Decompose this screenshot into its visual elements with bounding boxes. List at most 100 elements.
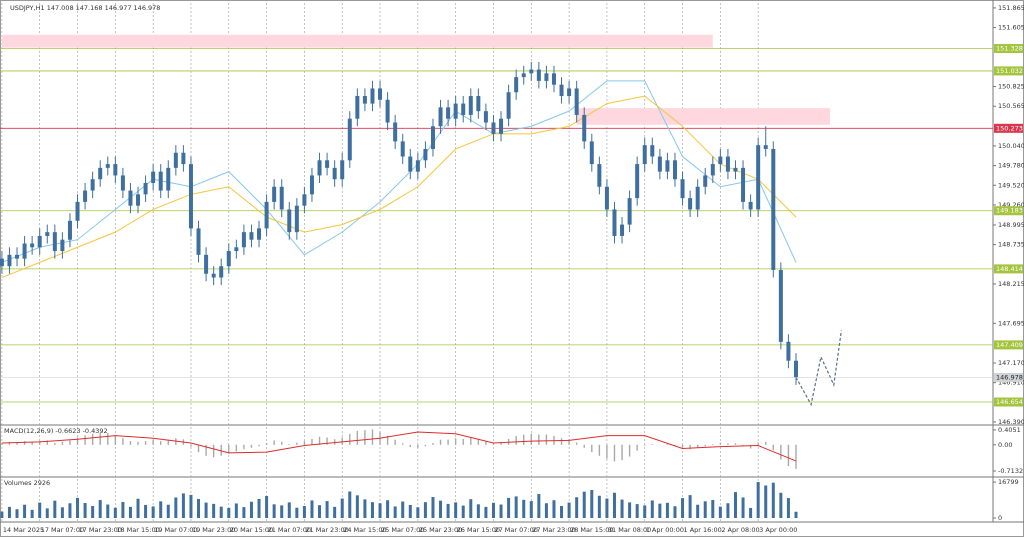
zone	[576, 108, 831, 125]
candle-body	[514, 77, 519, 93]
x-tick-label: 25 Mar 23:00	[419, 526, 462, 534]
candle-body	[574, 88, 579, 115]
volume-bar	[552, 500, 556, 518]
level-label-bg	[994, 44, 1023, 54]
candle-body	[453, 103, 458, 119]
candle-body	[309, 175, 314, 195]
volume-bar	[786, 498, 790, 518]
candle-body	[15, 254, 20, 259]
volume-bar	[779, 492, 783, 518]
candle-body	[136, 194, 141, 206]
volume-bar	[310, 500, 314, 518]
candle-body	[7, 254, 12, 267]
moving-average	[1, 80, 797, 263]
x-tick-label: 21 Mar 23:00	[305, 526, 348, 534]
volume-bar	[718, 506, 722, 518]
volume-bar	[340, 498, 344, 518]
candle-body	[166, 167, 171, 191]
volume-bar	[174, 497, 178, 518]
candle-body	[582, 114, 587, 142]
candle-body	[415, 160, 420, 172]
candle-body	[461, 103, 466, 115]
y-tick-label: 150.565	[998, 102, 1024, 110]
candle-body	[241, 232, 246, 248]
volume-bar	[439, 500, 443, 518]
candle-body	[400, 141, 405, 157]
candle-body	[158, 171, 163, 191]
level-label: 148.414	[996, 265, 1023, 273]
candle-body	[226, 251, 231, 267]
level-label-bg	[994, 66, 1023, 76]
last-price-label: 146.978	[996, 374, 1023, 382]
y-tick-label: 151.865	[998, 4, 1024, 12]
candle-body	[657, 156, 662, 172]
volume-bar	[23, 504, 27, 518]
candle-body	[627, 198, 632, 225]
y-tick-label: 147.695	[998, 319, 1024, 327]
candle-body	[264, 201, 269, 229]
volume-bar	[620, 499, 624, 518]
candle-body	[67, 220, 72, 240]
candle-body	[793, 360, 798, 378]
candle-body	[287, 209, 292, 233]
y-tick-label: 149.520	[998, 181, 1024, 189]
candle-body	[340, 160, 345, 180]
x-tick-label: 25 Mar 07:00	[381, 526, 424, 534]
candle-body	[559, 84, 564, 97]
volume-bar	[491, 502, 495, 518]
candle-body	[499, 118, 504, 134]
x-tick-label: 26 Mar 15:00	[457, 526, 500, 534]
candle-body	[30, 243, 35, 248]
candle-body	[113, 164, 118, 176]
y-tick-label: 146.390	[998, 418, 1024, 426]
volume-bar	[597, 495, 601, 518]
candle-body	[763, 145, 768, 149]
volume-bar	[688, 495, 692, 518]
level-label: 149.183	[996, 207, 1023, 215]
y-tick-label: 0.4051	[998, 426, 1021, 434]
volume-bar	[204, 502, 208, 518]
volume-bar	[605, 498, 609, 518]
volume-bar	[499, 504, 503, 518]
candle-body	[105, 164, 110, 168]
candle-body	[219, 266, 224, 278]
y-tick-label: 146.910	[998, 379, 1024, 387]
y-tick-label: 150.040	[998, 142, 1024, 150]
x-tick-label: 21 Mar 07:00	[268, 526, 311, 534]
candle-body	[650, 145, 655, 157]
candle-body	[604, 186, 609, 210]
candle-body	[385, 99, 390, 123]
volume-bar	[295, 507, 299, 518]
y-tick-label: 0.00	[998, 441, 1012, 449]
x-tick-label: 27 Mar 07:00	[494, 526, 537, 534]
volume-bar	[628, 502, 632, 518]
volume-bar	[121, 501, 125, 518]
candle-body	[665, 160, 670, 172]
volume-bar	[507, 497, 511, 518]
projection-line	[795, 330, 842, 407]
volume-bar	[128, 506, 132, 518]
candle-body	[483, 111, 488, 123]
candle-body	[302, 194, 307, 206]
candle-body	[370, 88, 375, 104]
x-tick-label: 18 Mar 15:00	[116, 526, 159, 534]
candle-body	[45, 232, 50, 236]
volume-bar	[711, 500, 715, 518]
level-label-bg	[994, 123, 1023, 133]
volume-bar	[635, 504, 639, 518]
volume-bar	[144, 504, 148, 518]
candle-body	[733, 167, 738, 172]
candle-body	[151, 171, 156, 183]
volume-bar	[401, 501, 405, 518]
volume-bar	[257, 498, 261, 518]
volume-bar	[272, 504, 276, 518]
signal-line	[1, 431, 797, 462]
volume-bar	[650, 500, 654, 518]
candle-body	[0, 258, 4, 267]
candle-body	[567, 88, 572, 97]
candle-body	[332, 167, 337, 180]
volume-bar	[423, 502, 427, 518]
candle-body	[52, 232, 57, 252]
y-tick-label: 149.780	[998, 162, 1024, 170]
candle-body	[196, 228, 201, 255]
